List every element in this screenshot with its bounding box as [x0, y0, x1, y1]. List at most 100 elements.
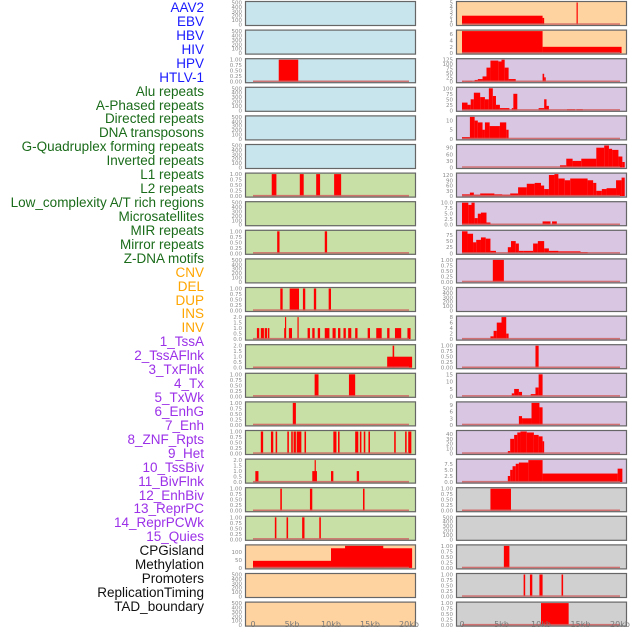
- data-bar: [618, 156, 623, 168]
- data-bar: [612, 149, 619, 168]
- y-tick-label: 500: [232, 144, 243, 150]
- y-tick-label: 0: [239, 566, 243, 572]
- y-tick-label: 1.00: [230, 372, 243, 378]
- data-bar: [498, 61, 502, 82]
- data-bar: [490, 336, 494, 340]
- track-label: 2_TssAFlnk: [134, 348, 204, 364]
- baseline: [462, 423, 620, 426]
- y-tick-label: 2: [450, 332, 454, 338]
- y-tick-label: 2.5: [444, 217, 453, 223]
- data-bar: [538, 436, 543, 454]
- y-tick-label: 1.0: [233, 469, 242, 475]
- data-bar: [508, 79, 516, 82]
- x-tick-label: 10kb: [321, 620, 341, 629]
- y-tick-label: 5.0: [444, 468, 453, 474]
- y-tick-label: 200: [232, 42, 243, 48]
- x-tick-label: 5kb: [285, 620, 300, 629]
- data-bar: [462, 202, 469, 225]
- data-bar: [511, 393, 515, 397]
- data-bar: [480, 237, 486, 254]
- track-label: HTLV-1: [159, 69, 204, 85]
- panel-background: [456, 287, 627, 312]
- data-bar: [297, 317, 299, 340]
- y-tick-label: 0.75: [441, 578, 454, 584]
- y-tick-label: 0.50: [441, 355, 454, 361]
- y-tick-label: 0.25: [230, 446, 243, 452]
- y-tick-label: 0.25: [441, 560, 454, 566]
- y-tick-label: 7.5: [444, 462, 453, 468]
- panel-background: [245, 601, 416, 627]
- data-bar: [593, 182, 597, 197]
- track-panel: 0.000.250.500.751.00: [230, 372, 417, 400]
- baseline: [253, 80, 409, 82]
- data-bar: [480, 97, 485, 111]
- data-bar: [621, 177, 625, 197]
- y-tick-label: 0.50: [230, 498, 243, 504]
- track-labels: AAV2 EBV HBV HIV HPV HTLV-1 Alu repeats A-Phase…: [0, 0, 204, 630]
- y-tick-label: 0.25: [230, 189, 243, 195]
- panel-frame: [455, 458, 628, 484]
- baseline: [253, 366, 409, 368]
- track-label: Low_complexity A/T rich regions: [10, 195, 204, 211]
- y-tick-label: 200: [232, 100, 243, 106]
- y-tick-label: 3: [450, 416, 454, 422]
- data-bar: [314, 460, 316, 483]
- y-tick-label: 10.0: [441, 201, 454, 207]
- y-tick-label: 0: [239, 166, 243, 172]
- y-tick-label: 1.00: [230, 401, 243, 407]
- data-bar: [576, 2, 578, 25]
- y-tick-label: 10: [446, 119, 453, 125]
- track-label: Z-DNA motifs: [123, 250, 204, 266]
- baseline: [462, 252, 620, 254]
- y-tick-label: 400: [232, 148, 243, 154]
- y-tick-label: 1.00: [441, 601, 454, 607]
- track-label: 3_TxFlnk: [148, 362, 204, 378]
- track-label: Promoters: [141, 571, 204, 587]
- panel-frame: [455, 29, 628, 55]
- y-tick-label: 0.75: [441, 492, 454, 498]
- data-bar: [489, 126, 500, 139]
- track-label: AAV2: [170, 0, 204, 15]
- track-panel: 0.02.55.07.5: [444, 458, 628, 486]
- track-label: Methylation: [134, 557, 204, 573]
- y-tick-label: 100: [443, 62, 454, 68]
- y-tick-label: 0.75: [441, 263, 454, 269]
- panel-background: [245, 372, 416, 398]
- data-bar: [492, 96, 496, 111]
- track-panel: 0.000.250.500.751.00: [441, 573, 628, 601]
- y-tick-label: 1.00: [230, 430, 243, 436]
- y-tick-label: 0: [450, 251, 454, 257]
- baseline: [253, 337, 409, 340]
- data-bar: [270, 431, 274, 454]
- panel-frame: [244, 86, 417, 112]
- data-bar: [518, 250, 524, 254]
- y-tick-label: 300: [232, 124, 243, 130]
- panel-frame: [244, 458, 417, 484]
- y-tick-label: 500: [232, 201, 243, 207]
- data-bar: [541, 603, 569, 626]
- data-bar: [274, 517, 277, 540]
- track-label: 12_EnhBiv: [138, 487, 204, 503]
- y-tick-label: 400: [232, 34, 243, 40]
- data-bar: [490, 60, 499, 82]
- data-bar: [514, 434, 518, 454]
- panel-frame: [244, 601, 417, 627]
- y-tick-label: 0.75: [441, 549, 454, 555]
- panel-background: [245, 115, 416, 141]
- data-bar: [513, 93, 518, 111]
- baseline: [462, 80, 620, 82]
- data-bar: [533, 434, 539, 454]
- y-tick-label: 300: [232, 581, 243, 587]
- data-bar: [526, 183, 535, 197]
- baseline: [253, 538, 409, 540]
- track-label: TAD_boundary: [114, 598, 204, 614]
- y-tick-label: 75: [446, 92, 453, 98]
- track-panel: 0.000.250.500.751.00: [230, 172, 417, 200]
- panel-frame: [244, 401, 417, 427]
- data-bar: [477, 122, 483, 139]
- y-tick-label: 0.0: [233, 337, 242, 343]
- data-bar: [253, 560, 331, 568]
- data-bar: [506, 333, 509, 340]
